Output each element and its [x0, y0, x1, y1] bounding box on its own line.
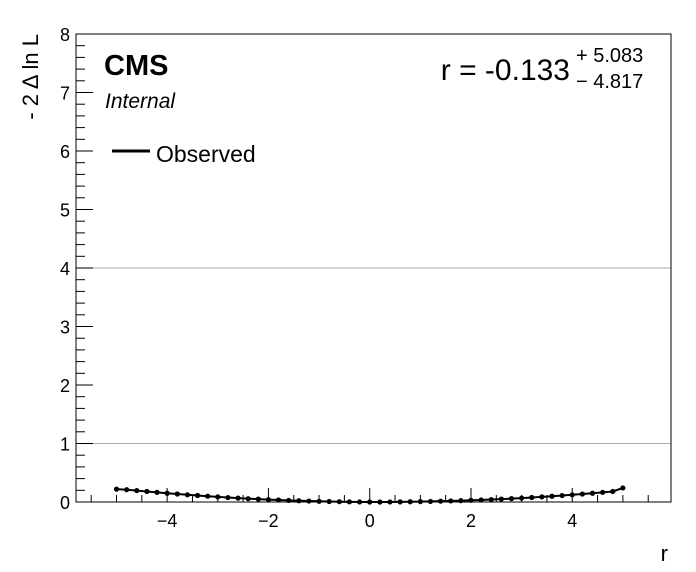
data-point [417, 498, 423, 505]
data-point [569, 492, 575, 498]
data-point [113, 486, 120, 492]
legend-label-observed: Observed [156, 141, 256, 167]
data-point [397, 499, 403, 505]
data-point [124, 487, 130, 493]
y-tick-label: 7 [60, 84, 70, 104]
x-tick-label: 4 [567, 511, 577, 531]
data-point [498, 496, 504, 502]
result-upper-error: + 5.083 [576, 45, 643, 67]
y-tick-label: 2 [60, 376, 70, 396]
data-point [356, 499, 363, 505]
y-axis-label: - 2 Δ ln L [18, 34, 43, 120]
y-tick-label: 1 [60, 435, 70, 455]
data-point [458, 498, 464, 504]
x-tick-label: −4 [157, 511, 178, 531]
result-value: r = -0.133 [441, 54, 570, 87]
data-point [610, 488, 616, 495]
tick-labels: −4 −2 0 2 4 0 1 2 3 4 5 6 7 8 [60, 25, 577, 531]
data-point [579, 491, 585, 497]
data-point [600, 489, 606, 495]
data-point [296, 498, 302, 504]
data-point [346, 499, 353, 505]
y-tick-label: 3 [60, 318, 70, 338]
data-point [265, 497, 272, 503]
x-tick-label: 2 [466, 511, 476, 531]
result-lower-error: − 4.817 [576, 71, 643, 93]
data-point [154, 489, 160, 495]
data-point [245, 496, 251, 502]
data-point [286, 497, 292, 504]
y-tick-label: 6 [60, 142, 70, 162]
y-tick-label: 0 [60, 493, 70, 513]
data-point [225, 494, 231, 501]
data-point [519, 495, 525, 501]
data-point [448, 498, 454, 504]
data-point [316, 498, 322, 504]
x-tick-label: 0 [365, 511, 375, 531]
data-point [478, 497, 484, 503]
data-point [620, 485, 626, 491]
x-tick-label: −2 [258, 511, 279, 531]
data-point [326, 498, 332, 505]
data-point [367, 499, 373, 505]
data-point [427, 498, 434, 505]
x-axis-label: r [661, 541, 668, 566]
data-point [194, 492, 201, 499]
data-point [144, 488, 150, 495]
y-tick-label: 8 [60, 25, 70, 45]
data-point [174, 491, 180, 497]
data-point [529, 494, 535, 501]
data-point [184, 492, 191, 498]
data-point [559, 492, 565, 499]
y-tick-label: 4 [60, 259, 70, 279]
data-point [437, 498, 444, 504]
data-point [255, 496, 261, 502]
data-point [377, 499, 383, 505]
data-point [387, 499, 393, 505]
data-point [215, 494, 221, 500]
status-label: Internal [105, 90, 176, 113]
data-point [549, 493, 555, 499]
series-layer [113, 485, 626, 505]
data-point [468, 497, 474, 503]
data-point [488, 496, 494, 503]
data-point [336, 499, 342, 505]
data-point [539, 494, 545, 500]
data-point [589, 490, 596, 496]
data-point [235, 495, 241, 501]
data-point [164, 490, 170, 496]
data-point [134, 487, 140, 494]
y-tick-label: 5 [60, 201, 70, 221]
data-point [275, 497, 282, 503]
data-point [205, 493, 211, 499]
data-point [508, 496, 515, 502]
data-point [407, 499, 413, 505]
data-point [306, 498, 312, 504]
reference-lines [76, 267, 671, 444]
experiment-label: CMS [104, 50, 168, 82]
